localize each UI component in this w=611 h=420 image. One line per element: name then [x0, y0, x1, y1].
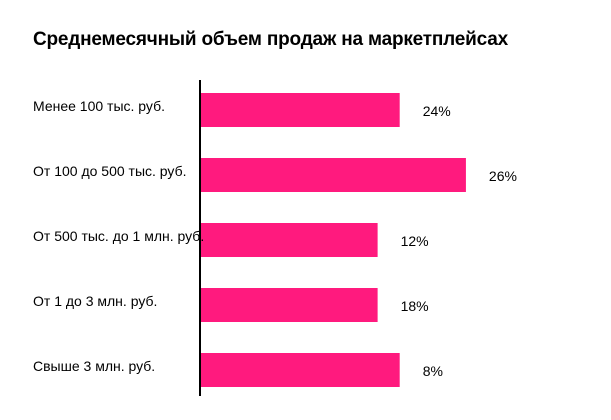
data-label: 12%: [400, 233, 429, 249]
chart-title: Среднемесячный объем продаж на маркетпле…: [33, 29, 508, 50]
bar: [201, 223, 378, 257]
category-label: Менее 100 тыс. руб.: [33, 98, 165, 114]
bar: [201, 158, 466, 192]
category-label: От 1 до 3 млн. руб.: [33, 293, 158, 309]
category-label: От 100 до 500 тыс. руб.: [33, 163, 187, 179]
data-label: 26%: [488, 168, 517, 184]
data-label: 18%: [400, 298, 429, 314]
bar: [201, 353, 400, 387]
category-label: Свыше 3 млн. руб.: [33, 358, 156, 374]
bar: [201, 288, 378, 322]
data-label: 8%: [422, 363, 443, 379]
category-label: От 500 тыс. до 1 млн. руб.: [33, 228, 205, 244]
data-label: 24%: [422, 103, 451, 119]
bar: [201, 93, 400, 127]
